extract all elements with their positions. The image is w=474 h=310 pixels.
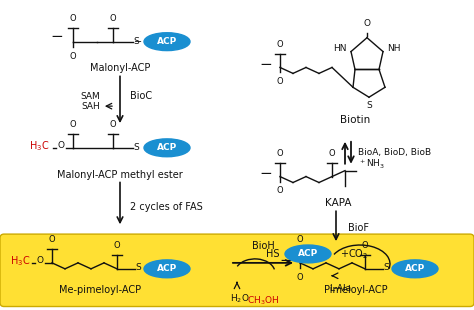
FancyBboxPatch shape — [0, 234, 474, 307]
Ellipse shape — [285, 245, 331, 263]
Ellipse shape — [392, 260, 438, 278]
Text: −: − — [51, 29, 64, 44]
Text: O: O — [277, 78, 283, 86]
Text: ACP: ACP — [157, 143, 177, 152]
Text: O: O — [328, 149, 335, 158]
Text: O: O — [277, 187, 283, 196]
Text: 2 cycles of FAS: 2 cycles of FAS — [130, 202, 203, 212]
Text: BioC: BioC — [130, 91, 152, 101]
Text: $\mathregular{^+NH_3}$: $\mathregular{^+NH_3}$ — [358, 158, 385, 171]
Text: −: − — [260, 57, 273, 72]
Text: Me-pimeloyl-ACP: Me-pimeloyl-ACP — [59, 285, 141, 295]
Text: O: O — [36, 256, 44, 265]
Text: S: S — [135, 263, 141, 272]
Text: Malonyl-ACP: Malonyl-ACP — [90, 64, 150, 73]
Text: $\mathregular{+ CO_2}$: $\mathregular{+ CO_2}$ — [340, 247, 368, 261]
Text: NH: NH — [387, 44, 401, 53]
Text: ACP: ACP — [157, 37, 177, 46]
Text: O: O — [297, 273, 303, 282]
Ellipse shape — [144, 260, 190, 278]
Text: O: O — [362, 241, 368, 250]
Text: Biotin: Biotin — [340, 115, 370, 125]
Text: $\mathregular{CH_3OH}$: $\mathregular{CH_3OH}$ — [247, 294, 279, 307]
Text: S: S — [133, 37, 139, 46]
Text: −: − — [280, 253, 292, 268]
Text: ACP: ACP — [298, 250, 318, 259]
Text: ACP: ACP — [157, 264, 177, 273]
Text: BioF: BioF — [348, 223, 369, 233]
Text: BioH: BioH — [252, 241, 274, 251]
Text: −: − — [260, 166, 273, 181]
Text: O: O — [49, 235, 55, 244]
Ellipse shape — [144, 33, 190, 51]
Text: HS: HS — [266, 249, 280, 259]
Text: O: O — [109, 120, 116, 129]
Text: $\mathregular{H_2O}$: $\mathregular{H_2O}$ — [230, 293, 250, 305]
Text: O: O — [277, 149, 283, 158]
Ellipse shape — [144, 139, 190, 157]
Text: Malonyl-ACP methyl ester: Malonyl-ACP methyl ester — [57, 170, 183, 179]
Text: O: O — [364, 19, 371, 28]
Text: S: S — [383, 263, 389, 272]
Text: S: S — [133, 143, 139, 152]
Text: O: O — [70, 51, 76, 60]
Text: $\mathregular{H_3C}$: $\mathregular{H_3C}$ — [28, 139, 49, 153]
Text: L-Ala: L-Ala — [329, 284, 351, 293]
Text: SAM: SAM — [80, 92, 100, 101]
Text: O: O — [277, 40, 283, 49]
Text: ACP: ACP — [405, 264, 425, 273]
Text: $\mathregular{H_3C}$: $\mathregular{H_3C}$ — [9, 254, 30, 268]
Text: SAH: SAH — [81, 102, 100, 111]
Text: S: S — [366, 101, 372, 110]
Text: HN: HN — [334, 44, 347, 53]
Text: O: O — [57, 141, 64, 150]
Text: O: O — [70, 14, 76, 23]
Text: −: − — [134, 37, 142, 47]
Text: BioA, BioD, BioB: BioA, BioD, BioB — [358, 148, 431, 157]
Text: O: O — [109, 14, 116, 23]
Text: O: O — [297, 235, 303, 244]
Text: Pimeloyl-ACP: Pimeloyl-ACP — [324, 285, 388, 295]
Text: KAPA: KAPA — [325, 198, 351, 208]
Text: O: O — [114, 241, 120, 250]
Text: O: O — [70, 120, 76, 129]
